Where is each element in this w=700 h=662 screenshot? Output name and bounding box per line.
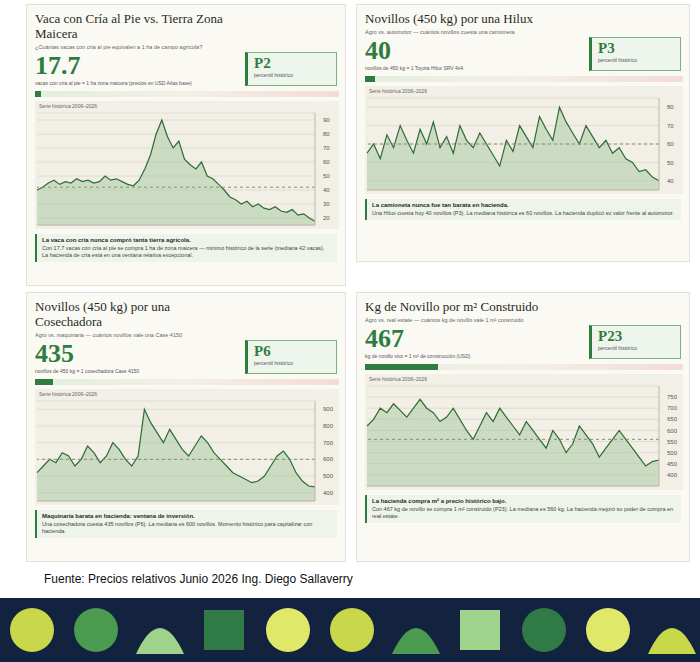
svg-text:40: 40 <box>323 187 330 193</box>
svg-text:50: 50 <box>323 173 330 179</box>
html-text:percentil histórico: percentil histórico <box>598 345 637 351</box>
svg-text:50: 50 <box>667 160 674 166</box>
svg-text:30: 30 <box>323 201 330 207</box>
svg-text:70: 70 <box>323 145 330 151</box>
svg-text:60: 60 <box>667 141 674 147</box>
html-text:Maquinaria barata en hacienda:: Maquinaria barata en hacienda: ventana d… <box>42 513 195 519</box>
html-text:Con 467 kg de novillo se compr: Con 467 kg de novillo se compra 1 m² con… <box>372 506 674 519</box>
html-text:467: 467 <box>365 324 404 353</box>
html-text:La hacienda compra m² a precio: La hacienda compra m² a precio histórico… <box>372 498 507 504</box>
html-text:percentil histórico: percentil histórico <box>254 360 293 366</box>
html-text:Serie histórica 2006–2026: Serie histórica 2006–2026 <box>369 88 428 94</box>
html-text:Novillos (450 kg) por una Cose: Novillos (450 kg) por una Cosechadora <box>35 299 170 329</box>
html-text:percentil histórico: percentil histórico <box>254 72 293 78</box>
svg-text:80: 80 <box>667 104 674 110</box>
html-text:435: 435 <box>35 339 74 368</box>
html-text:Una Hilux cuesta hoy 40 novill: Una Hilux cuesta hoy 40 novillos (P3). L… <box>372 210 674 216</box>
html-text:Agro vs. automotor — cuántos n: Agro vs. automotor — cuántos novillos cu… <box>365 29 515 35</box>
svg-text:600: 600 <box>667 428 678 434</box>
svg-text:800: 800 <box>323 423 334 429</box>
svg-text:70: 70 <box>667 123 674 129</box>
svg-text:90: 90 <box>323 117 330 123</box>
html-text:Agro vs. maquinaria — cuántos: Agro vs. maquinaria — cuántos novillos v… <box>35 332 183 338</box>
svg-text:400: 400 <box>667 472 678 478</box>
html-text:kg de novillo vivo = 1 m² de c: kg de novillo vivo = 1 m² de construcció… <box>365 353 471 359</box>
html-text:novillos de 450 kg = 1 cosecha: novillos de 450 kg = 1 cosechadora Case … <box>35 368 140 374</box>
svg-text:550: 550 <box>667 439 678 445</box>
svg-text:500: 500 <box>323 473 334 479</box>
svg-text:500: 500 <box>667 450 678 456</box>
html-text:Agro vs. real estate — cuántos: Agro vs. real estate — cuántos kg de nov… <box>365 317 524 323</box>
svg-text:750: 750 <box>667 394 678 400</box>
svg-text:20: 20 <box>323 215 330 221</box>
html-text:Novillos (450 kg) por una Hilu: Novillos (450 kg) por una Hilux <box>365 11 533 26</box>
svg-text:450: 450 <box>667 461 678 467</box>
html-text:percentil histórico: percentil histórico <box>598 57 637 63</box>
html-text:Kg de Novillo por m² Construid: Kg de Novillo por m² Construido <box>365 299 539 314</box>
svg-text:700: 700 <box>323 440 334 446</box>
html-text:Vaca con Cría al Pie vs. Tierr: Vaca con Cría al Pie vs. Tierra Zona Mai… <box>35 11 223 41</box>
html-text:P23: P23 <box>598 328 623 344</box>
html-text:La vaca con cría nunca compró: La vaca con cría nunca compró tanta tier… <box>42 237 191 243</box>
html-text:P3: P3 <box>598 40 615 56</box>
svg-text:900: 900 <box>323 406 334 412</box>
svg-text:40: 40 <box>667 178 674 184</box>
svg-text:400: 400 <box>323 490 334 496</box>
html-text:17.7: 17.7 <box>35 51 81 80</box>
svg-text:700: 700 <box>667 405 678 411</box>
html-text:40: 40 <box>365 36 391 65</box>
html-text:Con 17.7 vacas con cría al pie: Con 17.7 vacas con cría al pie se compra… <box>42 245 325 258</box>
html-text:La camioneta nunca fue tan bar: La camioneta nunca fue tan barata en hac… <box>372 202 509 208</box>
html-text:Serie histórica 2006–2026: Serie histórica 2006–2026 <box>39 391 98 397</box>
svg-text:60: 60 <box>323 159 330 165</box>
html-text:vacas con cría al pie = 1 ha z: vacas con cría al pie = 1 ha zona maicer… <box>35 80 192 86</box>
html-text:novillos de 450 kg = 1 Toyota: novillos de 450 kg = 1 Toyota Hilux SRV … <box>365 65 464 71</box>
html-text:P6: P6 <box>254 343 271 359</box>
html-text:P2: P2 <box>254 55 271 71</box>
html-text:Serie histórica 2006–2026: Serie histórica 2006–2026 <box>369 376 428 382</box>
svg-text:80: 80 <box>323 131 330 137</box>
svg-text:650: 650 <box>667 416 678 422</box>
html-text:¿Cuántas vacas con cría al pie: ¿Cuántas vacas con cría al pie equivalen… <box>35 44 203 50</box>
html-text:Una cosechadora cuesta 435 nov: Una cosechadora cuesta 435 novillos (P6)… <box>42 521 313 534</box>
html-text:Serie histórica 2006–2026: Serie histórica 2006–2026 <box>39 103 98 109</box>
svg-text:600: 600 <box>323 456 334 462</box>
html-text:Fuente: Precios relativos Juni: Fuente: Precios relativos Junio 2026 Ing… <box>44 572 353 586</box>
